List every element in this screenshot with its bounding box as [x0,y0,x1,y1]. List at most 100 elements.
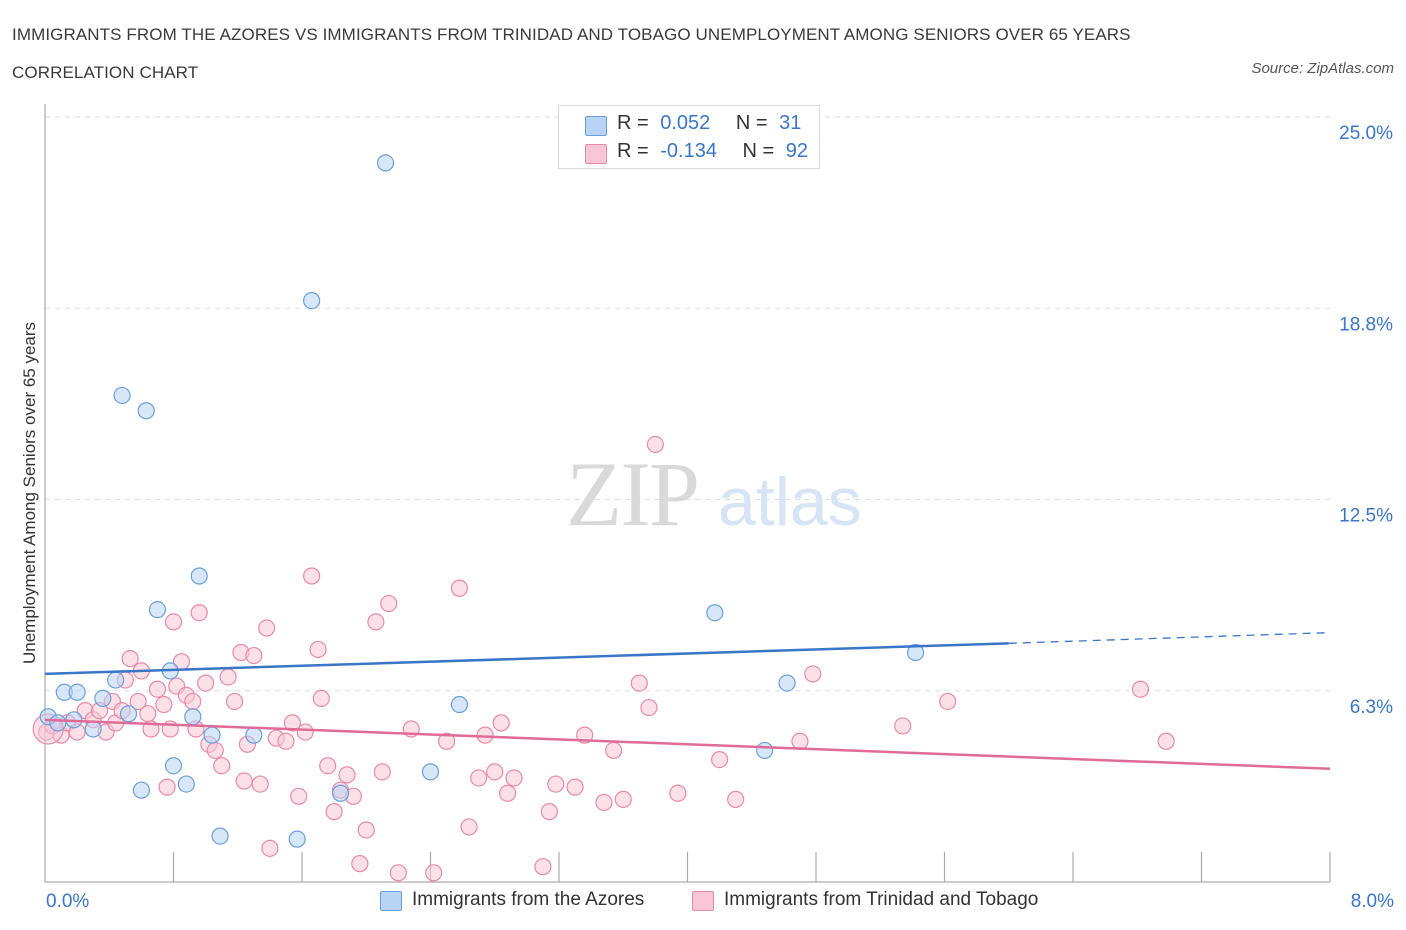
trinidad-point [225,692,244,711]
n-value-trinidad: 92 [785,140,809,162]
azores-point [132,781,150,799]
source-label: Source: ZipAtlas.com [1251,60,1394,77]
trinidad-point [296,723,314,741]
trinidad-point [312,689,330,708]
y-tick-labels: 25.0% 18.8% 12.5% 6.3% [1339,123,1393,718]
n-label: N = [742,140,775,162]
x-tick-max: 8.0% [1350,891,1394,912]
trinidad-point [309,640,327,659]
grid-layer [45,116,1330,692]
azores-point [421,763,440,781]
azores-point [148,601,167,619]
azores-point [119,705,138,723]
trinidad-point [357,821,375,839]
series-legend: Immigrants from the Azores Immigrants fr… [0,888,1406,918]
trend-line-azores-extension [1008,631,1331,644]
axis-layer [44,104,1331,883]
trinidad-point [338,766,356,784]
trinidad-point [380,594,398,613]
trinidad-point [1131,680,1150,698]
series-trinidad-points [32,435,1175,882]
trinidad-point [158,778,176,796]
trinidad-point [1157,732,1175,750]
trinidad-point [476,726,494,744]
azores-point [778,674,796,692]
trinidad-point [219,668,237,686]
trinidad-point [197,674,215,692]
trinidad-point [235,772,253,790]
trinidad-point [804,665,822,683]
azores-point [376,154,395,172]
trinidad-point [129,692,147,711]
legend-label-azores: Immigrants from the Azores [412,889,645,910]
trinidad-point [121,650,139,668]
trend-line-azores [44,642,1009,676]
azores-point [49,714,67,732]
azores-point [94,689,112,708]
azores-point [177,775,195,793]
trinidad-point [894,717,912,735]
azores-point [113,386,131,405]
trinidad-point [206,741,224,760]
trinidad-point [727,790,745,808]
trend-lines [44,631,1331,771]
azores-point [450,695,469,714]
azores-point [203,726,221,744]
legend-label-trinidad: Immigrants from Trinidad and Tobago [724,889,1039,910]
y-tick-label: 18.8% [1339,314,1393,335]
trinidad-point [190,604,208,622]
trinidad-point [450,579,469,597]
trinidad-point [499,784,517,802]
trinidad-point [245,646,263,665]
trinidad-point [437,732,456,750]
trinidad-point [640,698,658,717]
legend-swatch-azores [585,116,607,136]
trinidad-point [486,763,504,781]
azores-point [68,683,86,701]
trinidad-point [939,692,957,711]
azores-point [288,830,306,848]
azores-point [107,671,125,689]
legend-swatch-azores [380,891,402,911]
trinidad-point [566,778,584,796]
trinidad-point [425,864,443,882]
trinidad-point [373,763,391,781]
azores-point [164,757,183,775]
y-axis-label: Unemployment Among Seniors over 65 years [20,322,39,664]
trinidad-point [351,855,369,873]
trinidad-point [290,787,308,805]
trinidad-point [213,757,231,775]
x-tick-min: 0.0% [46,891,90,912]
y-tick-label: 6.3% [1350,697,1393,718]
legend-swatch-trinidad [692,891,714,911]
trend-line-trinidad [44,718,1331,771]
trinidad-point [148,680,167,698]
trinidad-point [283,714,301,732]
n-label: N = [735,112,768,134]
azores-point [706,604,724,622]
trinidad-point [277,732,295,750]
trinidad-point [547,775,565,793]
watermark-zip: ZIP [566,443,698,545]
azores-point [331,784,350,802]
trinidad-point [605,741,623,760]
azores-point [190,567,208,585]
watermark-atlas: atlas [718,464,862,540]
trinidad-point [630,674,648,692]
azores-point [84,720,102,738]
trinidad-point [711,750,729,769]
trinidad-point [595,793,613,812]
correlation-legend: R = 0.052 N = 31 R = -0.134 N = 92 [558,105,820,169]
azores-point [906,643,925,662]
trinidad-point [367,613,385,631]
azores-point [755,741,774,760]
r-value-azores: 0.052 [660,112,711,134]
legend-swatch-trinidad [585,144,607,164]
watermark: ZIP atlas [566,443,862,545]
trinidad-point [460,818,478,836]
trinidad-point [614,790,632,808]
y-tick-label: 25.0% [1339,123,1393,144]
r-label: R = [617,112,649,134]
trinidad-point [139,705,157,723]
azores-point [184,708,202,726]
